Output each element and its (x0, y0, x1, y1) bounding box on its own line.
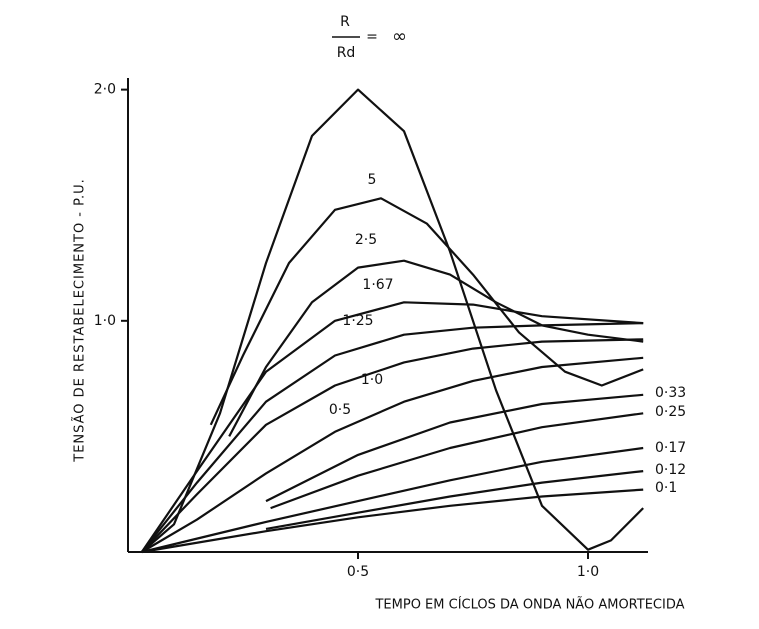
curve (141, 338, 644, 553)
ratio-equals: = (366, 29, 378, 45)
curve (140, 301, 644, 553)
curve-label: 0·17 (655, 440, 686, 456)
curve-label: ∞ (392, 26, 407, 47)
x-tick-label: 0·5 (347, 564, 369, 580)
curve-label: 0·12 (655, 462, 686, 478)
curve (141, 88, 644, 553)
y-tick-label: 2·0 (94, 82, 116, 98)
y-axis-label: TENSÃO DE RESTABELECIMENTO - P.U. (72, 178, 88, 462)
curve (209, 197, 644, 426)
curve (141, 356, 644, 553)
curve-label: 0·1 (655, 480, 677, 496)
x-axis-label: TEMPO EM CÍCLOS DA ONDA NÃO AMORTECIDA (374, 597, 684, 613)
curve-label: 1·25 (342, 313, 373, 329)
curve (265, 470, 644, 530)
curve-label: 1·67 (362, 277, 393, 293)
curve-label: 0·33 (655, 385, 686, 401)
curve (141, 488, 644, 554)
curve-label: 0·5 (329, 402, 351, 418)
ratio-numerator: R (340, 14, 350, 30)
x-tick-label: 1·0 (577, 564, 599, 580)
curve-label: 5 (368, 172, 377, 188)
curve (265, 393, 644, 503)
curve-label: 2·5 (355, 232, 377, 248)
ratio-denominator: Rd (337, 45, 356, 61)
curve (140, 322, 644, 553)
curve (270, 412, 644, 510)
curve (228, 259, 644, 437)
y-tick-label: 1·0 (94, 313, 116, 329)
curve-label: 1·0 (361, 372, 383, 388)
curve-label: 0·25 (655, 404, 686, 420)
curve (141, 446, 644, 554)
